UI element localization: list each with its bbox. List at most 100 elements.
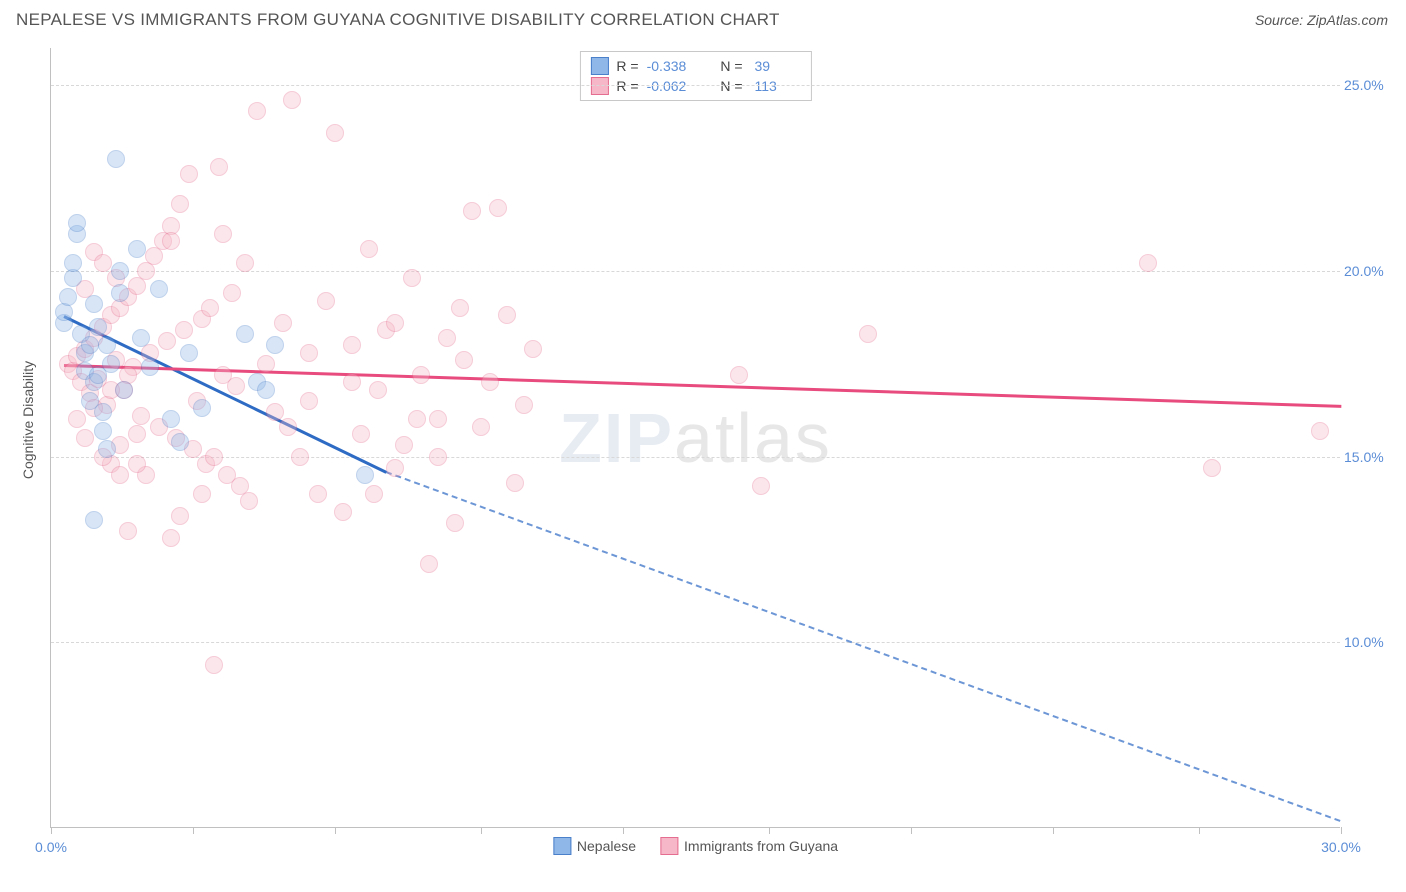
stat-r-label: R = (616, 58, 638, 74)
scatter-point (94, 254, 112, 272)
scatter-point (132, 407, 150, 425)
scatter-point (162, 232, 180, 250)
scatter-point (180, 165, 198, 183)
x-tick (1199, 827, 1200, 834)
chart-source: Source: ZipAtlas.com (1255, 12, 1388, 28)
scatter-point (171, 507, 189, 525)
scatter-point (438, 329, 456, 347)
scatter-point (81, 336, 99, 354)
scatter-point (248, 102, 266, 120)
scatter-point (386, 314, 404, 332)
chart-title: NEPALESE VS IMMIGRANTS FROM GUYANA COGNI… (16, 10, 780, 30)
regression-line-dashed (386, 471, 1341, 822)
scatter-point (85, 511, 103, 529)
y-tick-label: 10.0% (1344, 634, 1394, 650)
x-tick (193, 827, 194, 834)
scatter-point (128, 240, 146, 258)
scatter-point (89, 318, 107, 336)
scatter-point (1311, 422, 1329, 440)
scatter-point (451, 299, 469, 317)
scatter-point (141, 358, 159, 376)
scatter-point (279, 418, 297, 436)
scatter-point (365, 485, 383, 503)
scatter-point (356, 466, 374, 484)
scatter-point (395, 436, 413, 454)
scatter-point (180, 344, 198, 362)
stat-n-label: N = (720, 58, 742, 74)
scatter-point (300, 392, 318, 410)
scatter-point (227, 377, 245, 395)
scatter-point (446, 514, 464, 532)
scatter-point (111, 284, 129, 302)
gridline (51, 457, 1340, 458)
scatter-point (205, 656, 223, 674)
scatter-point (1139, 254, 1157, 272)
scatter-point (162, 529, 180, 547)
scatter-point (403, 269, 421, 287)
scatter-point (171, 433, 189, 451)
watermark-thin: atlas (674, 399, 832, 477)
x-tick (1053, 827, 1054, 834)
scatter-point (515, 396, 533, 414)
chart-header: NEPALESE VS IMMIGRANTS FROM GUYANA COGNI… (0, 0, 1406, 38)
scatter-point (240, 492, 258, 510)
scatter-point (171, 195, 189, 213)
x-tick (769, 827, 770, 834)
scatter-point (102, 355, 120, 373)
scatter-point (274, 314, 292, 332)
y-axis-label: Cognitive Disability (20, 361, 36, 479)
scatter-point (205, 448, 223, 466)
scatter-point (326, 124, 344, 142)
scatter-point (223, 284, 241, 302)
scatter-point (498, 306, 516, 324)
scatter-point (257, 355, 275, 373)
scatter-point (266, 403, 284, 421)
legend-series-label: Nepalese (577, 838, 636, 854)
scatter-point (429, 410, 447, 428)
scatter-point (1203, 459, 1221, 477)
scatter-point (150, 280, 168, 298)
scatter-point (343, 336, 361, 354)
scatter-point (481, 373, 499, 391)
x-tick (481, 827, 482, 834)
legend-stat-row: R = -0.338 N = 39 (590, 56, 800, 76)
scatter-point (94, 422, 112, 440)
scatter-point (730, 366, 748, 384)
scatter-point (98, 440, 116, 458)
scatter-point (343, 373, 361, 391)
scatter-point (193, 399, 211, 417)
scatter-point (455, 351, 473, 369)
legend-swatch (553, 837, 571, 855)
scatter-point (386, 459, 404, 477)
scatter-point (132, 329, 150, 347)
watermark: ZIPatlas (559, 398, 832, 478)
gridline (51, 85, 1340, 86)
scatter-point (300, 344, 318, 362)
gridline (51, 642, 1340, 643)
scatter-point (472, 418, 490, 436)
scatter-point (489, 199, 507, 217)
scatter-point (214, 225, 232, 243)
scatter-point (334, 503, 352, 521)
scatter-point (76, 429, 94, 447)
scatter-point (429, 448, 447, 466)
watermark-bold: ZIP (559, 399, 674, 477)
scatter-point (369, 381, 387, 399)
y-tick-label: 15.0% (1344, 449, 1394, 465)
scatter-point (193, 485, 211, 503)
legend-series-item: Immigrants from Guyana (660, 837, 838, 855)
x-tick (911, 827, 912, 834)
stat-r-value: -0.338 (647, 58, 697, 74)
scatter-point (283, 91, 301, 109)
scatter-point (158, 332, 176, 350)
scatter-point (162, 410, 180, 428)
scatter-point (408, 410, 426, 428)
stat-n-value: 39 (751, 58, 801, 74)
scatter-point (236, 325, 254, 343)
scatter-point (111, 262, 129, 280)
scatter-point (420, 555, 438, 573)
scatter-point (257, 381, 275, 399)
scatter-point (524, 340, 542, 358)
scatter-point (64, 254, 82, 272)
scatter-point (360, 240, 378, 258)
